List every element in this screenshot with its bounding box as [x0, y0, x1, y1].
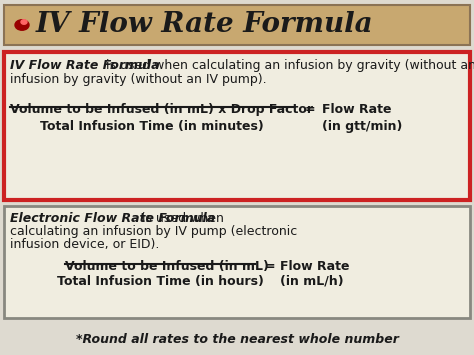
Text: Flow Rate: Flow Rate	[280, 260, 349, 273]
FancyBboxPatch shape	[4, 206, 470, 318]
Text: is used when calculating an infusion by gravity (without an IV pump).: is used when calculating an infusion by …	[10, 59, 474, 72]
Circle shape	[21, 20, 27, 24]
FancyBboxPatch shape	[4, 5, 470, 45]
Circle shape	[15, 20, 29, 30]
Text: Volume to be Infused (in mL) x Drop Factor: Volume to be Infused (in mL) x Drop Fact…	[10, 103, 313, 116]
Text: Flow Rate: Flow Rate	[322, 103, 392, 116]
Text: =: =	[305, 103, 316, 116]
FancyBboxPatch shape	[4, 52, 470, 200]
Text: Total Infusion Time (in minutes): Total Infusion Time (in minutes)	[40, 120, 264, 133]
Text: *Round all rates to the nearest whole number: *Round all rates to the nearest whole nu…	[75, 333, 399, 346]
Text: Total Infusion Time (in hours): Total Infusion Time (in hours)	[56, 275, 264, 288]
Text: IV Flow Rate Formula: IV Flow Rate Formula	[10, 59, 159, 72]
Text: infusion by gravity (without an IV pump).: infusion by gravity (without an IV pump)…	[10, 73, 266, 86]
Text: calculating an infusion by IV pump (electronic: calculating an infusion by IV pump (elec…	[10, 225, 297, 238]
Text: =: =	[265, 260, 275, 273]
Text: is used when: is used when	[10, 212, 224, 225]
Text: (in mL/h): (in mL/h)	[280, 275, 344, 288]
Text: (in gtt/min): (in gtt/min)	[322, 120, 402, 133]
Text: IV Flow Rate Formula is used when calculating an infusion by gravity (without an: IV Flow Rate Formula is used when calcul…	[10, 59, 474, 72]
Text: Electronic Flow Rate Formula: Electronic Flow Rate Formula	[10, 212, 215, 225]
Text: Volume to be Infused (in mL): Volume to be Infused (in mL)	[65, 260, 269, 273]
Text: IV Flow Rate Formula: IV Flow Rate Formula	[36, 11, 374, 38]
Text: infusion device, or EID).: infusion device, or EID).	[10, 238, 159, 251]
